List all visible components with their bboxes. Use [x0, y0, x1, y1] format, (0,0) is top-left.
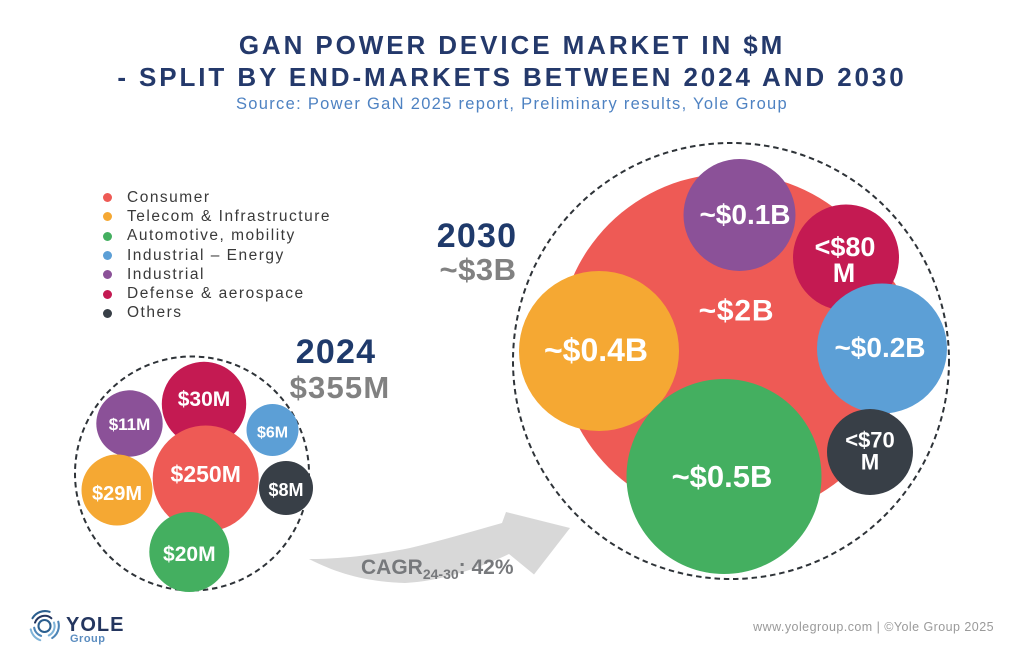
- svg-text:~$0.1B: ~$0.1B: [699, 199, 790, 230]
- svg-text:<$80: <$80: [815, 232, 876, 262]
- svg-text:$30M: $30M: [178, 388, 231, 411]
- svg-text:$8M: $8M: [268, 480, 303, 500]
- svg-text:~$0.4B: ~$0.4B: [544, 332, 648, 368]
- svg-text:YOLE: YOLE: [66, 614, 124, 636]
- svg-text:M: M: [861, 450, 879, 475]
- svg-text:2024: 2024: [296, 333, 376, 371]
- svg-text:M: M: [833, 258, 856, 288]
- svg-text:<$70: <$70: [845, 428, 895, 453]
- svg-text:~$2B: ~$2B: [699, 295, 775, 328]
- svg-text:~$0.2B: ~$0.2B: [834, 332, 925, 363]
- svg-text:Group: Group: [70, 633, 106, 645]
- svg-text:$6M: $6M: [257, 425, 288, 442]
- svg-text:CAGR24-30: 42%: CAGR24-30: 42%: [361, 556, 514, 582]
- svg-text:~$3B: ~$3B: [440, 252, 517, 287]
- svg-text:$20M: $20M: [163, 543, 216, 566]
- svg-text:~$0.5B: ~$0.5B: [672, 459, 773, 494]
- svg-text:$29M: $29M: [92, 483, 142, 505]
- svg-text:$355M: $355M: [290, 370, 391, 405]
- svg-text:$250M: $250M: [171, 461, 241, 487]
- svg-text:$11M: $11M: [109, 415, 151, 434]
- svg-text:2030: 2030: [437, 217, 517, 255]
